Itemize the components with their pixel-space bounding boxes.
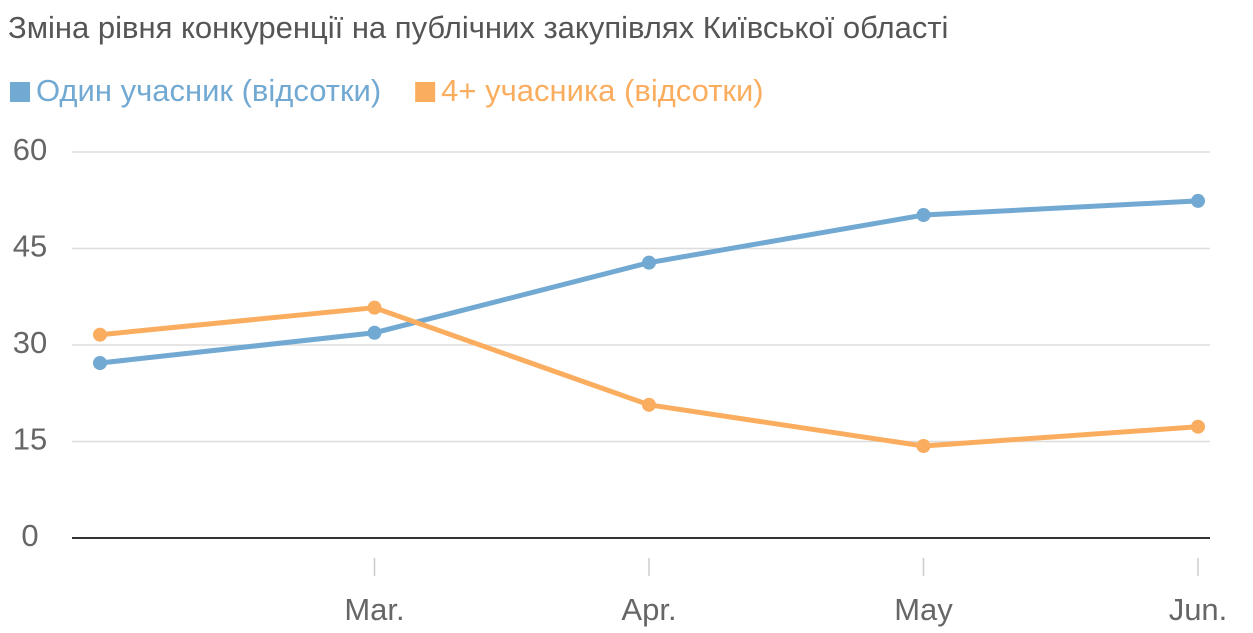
- y-tick-label: 45: [13, 229, 47, 264]
- data-point: [93, 356, 107, 371]
- x-tick-label: Jun.: [1169, 592, 1228, 627]
- data-point: [916, 208, 931, 223]
- chart-title: Зміна рівня конкуренції на публічних зак…: [8, 10, 948, 45]
- data-point: [367, 325, 382, 340]
- series-line: [99, 305, 1199, 449]
- data-point: [1191, 193, 1205, 208]
- data-point: [367, 300, 382, 315]
- y-tick-label: 60: [13, 132, 47, 167]
- data-point: [642, 397, 656, 412]
- series-line: [99, 198, 1199, 366]
- legend-swatch: [10, 82, 30, 102]
- data-point: [1191, 419, 1205, 434]
- legend-swatch: [415, 82, 436, 102]
- x-tick-label: May: [894, 592, 953, 627]
- legend-label: Один учасник (відсотки): [36, 73, 381, 108]
- x-tick-label: Mar.: [344, 592, 404, 627]
- y-tick-label: 0: [21, 518, 38, 553]
- x-tick-label: Apr.: [621, 592, 676, 627]
- legend-label: 4+ учасника (відсотки): [441, 73, 763, 108]
- data-point: [93, 327, 107, 342]
- data-point: [642, 255, 656, 270]
- data-point: [916, 439, 931, 454]
- y-tick-label: 30: [13, 325, 47, 360]
- y-tick-label: 15: [13, 422, 47, 457]
